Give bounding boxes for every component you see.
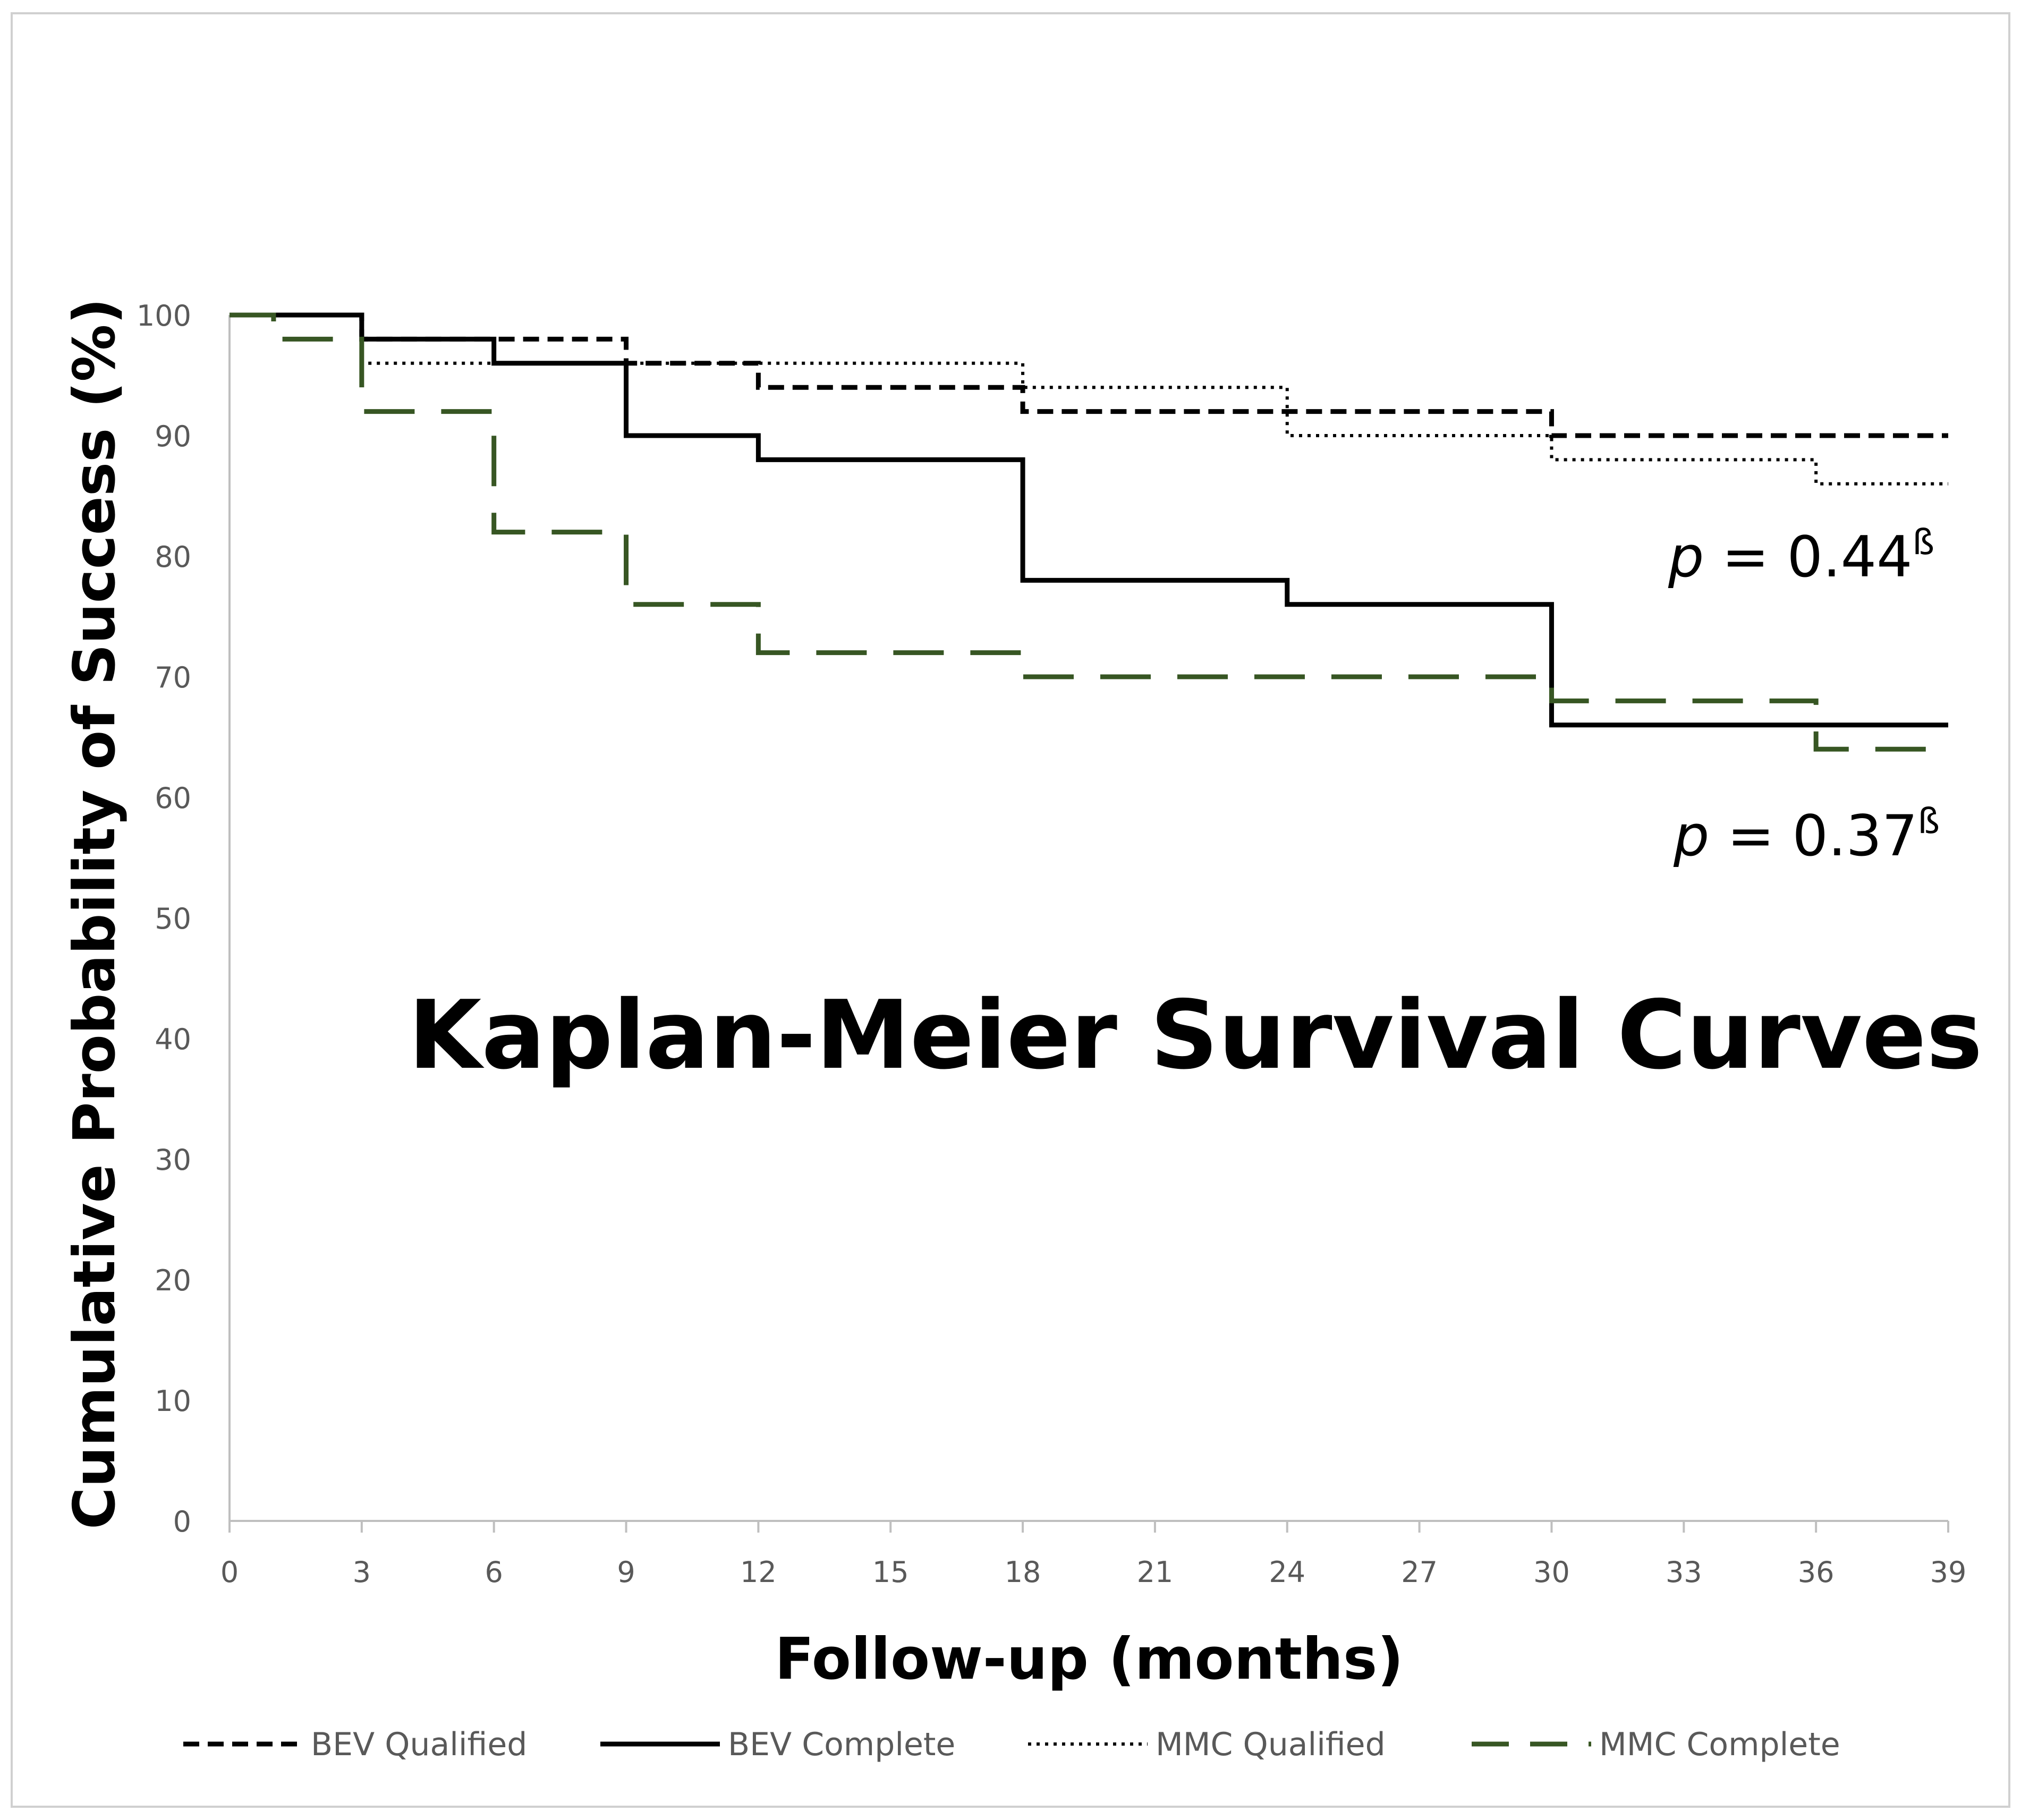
x-tick-label: 3 bbox=[353, 1555, 371, 1589]
y-tick-label: 50 bbox=[155, 902, 191, 935]
legend-label: BEV Complete bbox=[728, 1726, 955, 1763]
p-value-annotation-qualified: p = 0.44ß bbox=[1668, 522, 1934, 590]
y-tick-labels: 0 10 20 30 40 50 60 70 80 90 100 bbox=[137, 299, 191, 1538]
y-tick-label: 10 bbox=[155, 1384, 191, 1418]
p-symbol: p bbox=[1668, 524, 1704, 590]
y-tick-label: 80 bbox=[155, 540, 191, 574]
p-value-text: = 0.44 bbox=[1704, 524, 1912, 590]
x-tick-label: 39 bbox=[1930, 1555, 1967, 1589]
legend-label: MMC Qualified bbox=[1156, 1726, 1386, 1763]
x-tick-label: 21 bbox=[1137, 1555, 1174, 1589]
series-layer bbox=[230, 312, 1948, 752]
x-tick-label: 36 bbox=[1798, 1555, 1835, 1589]
p-value-annotation-complete: p = 0.37ß bbox=[1673, 801, 1940, 869]
x-tick-label: 24 bbox=[1269, 1555, 1305, 1589]
y-tick-label: 90 bbox=[155, 420, 191, 453]
x-tick-label: 30 bbox=[1533, 1555, 1570, 1589]
chart-title: Kaplan-Meier Survival Curves bbox=[408, 980, 1982, 1090]
y-tick-label: 70 bbox=[155, 661, 191, 694]
x-tick-label: 12 bbox=[740, 1555, 777, 1589]
x-tick-label: 9 bbox=[617, 1555, 635, 1589]
y-tick-label: 60 bbox=[155, 781, 191, 815]
x-tick-label: 6 bbox=[485, 1555, 503, 1589]
y-tick-label: 30 bbox=[155, 1143, 191, 1177]
x-tick-label: 18 bbox=[1005, 1555, 1041, 1589]
x-axis bbox=[228, 1520, 1949, 1533]
x-tick-label: 0 bbox=[220, 1555, 239, 1589]
x-tick-label: 27 bbox=[1401, 1555, 1438, 1589]
y-tick-label: 100 bbox=[137, 299, 191, 333]
legend-label: MMC Complete bbox=[1599, 1726, 1840, 1763]
y-tick-label: 40 bbox=[155, 1023, 191, 1056]
x-tick-label: 33 bbox=[1666, 1555, 1702, 1589]
figure-border bbox=[11, 12, 2010, 1808]
x-tick-labels: 0 3 6 9 12 15 18 21 24 27 30 33 36 39 bbox=[220, 1555, 1967, 1589]
p-value-superscript: ß bbox=[1918, 801, 1940, 841]
p-value-superscript: ß bbox=[1913, 522, 1935, 563]
x-tick-label: 15 bbox=[872, 1555, 909, 1589]
legend-label: BEV Qualified bbox=[311, 1726, 527, 1763]
y-tick-label: 0 bbox=[173, 1505, 191, 1538]
p-symbol: p bbox=[1673, 803, 1709, 869]
series-line-bev-complete bbox=[230, 312, 1948, 728]
legend: BEV Qualified BEV Complete MMC Qualified MM… bbox=[183, 1726, 1840, 1763]
y-axis-title: Cumulative Probability of Success (%) bbox=[62, 298, 128, 1529]
p-value-text: = 0.37 bbox=[1709, 803, 1917, 869]
y-tick-label: 20 bbox=[155, 1264, 191, 1297]
x-axis-title: Follow-up (months) bbox=[775, 1626, 1403, 1693]
